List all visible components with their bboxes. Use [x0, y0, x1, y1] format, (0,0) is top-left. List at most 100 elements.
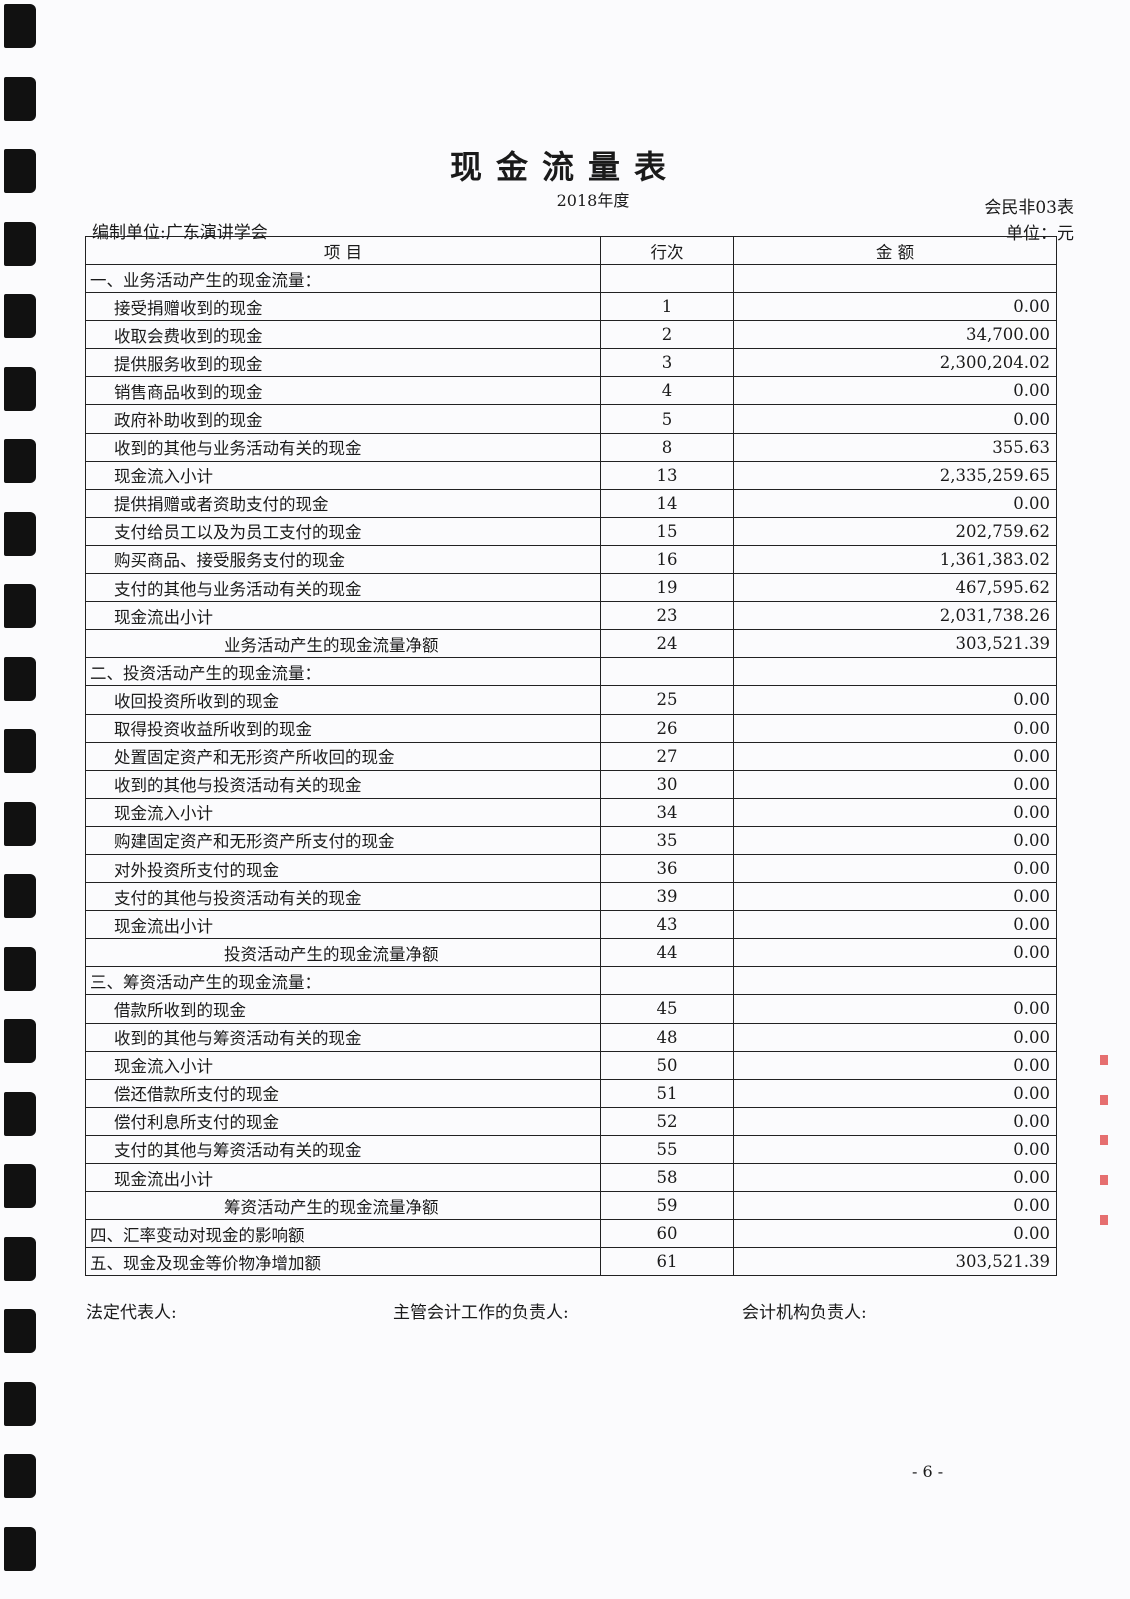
row-amount: 0.00 [733, 685, 1057, 715]
row-line: 25 [600, 685, 734, 715]
row-amount: 355.63 [733, 432, 1057, 462]
table-row: 收到的其他与筹资活动有关的现金 48 0.00 [85, 1022, 1057, 1052]
binding-ring [4, 4, 36, 48]
table-row: 四、汇率变动对现金的影响额 60 0.00 [85, 1219, 1057, 1249]
row-item: 收到的其他与业务活动有关的现金 [85, 432, 601, 462]
row-item: 提供捐赠或者资助支付的现金 [85, 488, 601, 518]
row-item: 收取会费收到的现金 [85, 320, 601, 350]
row-line: 24 [600, 629, 734, 659]
row-item: 投资活动产生的现金流量净额 [85, 938, 601, 968]
page-title: 现金流量表 [449, 148, 680, 186]
table-row: 支付的其他与业务活动有关的现金 19 467,595.62 [85, 573, 1057, 603]
row-item: 偿付利息所支付的现金 [85, 1106, 601, 1136]
row-line: 35 [600, 825, 734, 855]
row-line: 30 [600, 769, 734, 799]
table-row: 现金流入小计 50 0.00 [85, 1050, 1057, 1080]
row-amount: 0.00 [733, 1078, 1057, 1108]
row-line: 8 [600, 432, 734, 462]
row-amount [733, 263, 1057, 294]
binding-ring [4, 656, 36, 701]
row-amount: 0.00 [733, 853, 1057, 884]
row-amount: 2,300,204.02 [733, 348, 1057, 378]
binding-ring [4, 1309, 36, 1353]
row-amount: 303,521.39 [733, 1247, 1057, 1277]
col-item: 项 目 [85, 236, 601, 265]
spiral-binding [0, 0, 40, 1599]
row-item: 对外投资所支付的现金 [85, 853, 601, 884]
row-item: 支付的其他与投资活动有关的现金 [85, 882, 601, 912]
row-amount: 0.00 [733, 376, 1057, 406]
row-item: 业务活动产生的现金流量净额 [85, 629, 601, 659]
binding-ring [4, 149, 36, 193]
table-row: 二、投资活动产生的现金流量： [85, 657, 1057, 687]
binding-ring [4, 801, 36, 846]
row-amount: 0.00 [733, 1191, 1057, 1221]
row-item: 现金流入小计 [85, 1050, 601, 1080]
row-amount [733, 657, 1057, 687]
binding-ring [4, 1454, 36, 1498]
row-amount: 0.00 [733, 1162, 1057, 1193]
row-line: 1 [600, 292, 734, 322]
binding-ring [4, 1091, 36, 1136]
table-row: 借款所收到的现金 45 0.00 [85, 994, 1057, 1024]
row-line: 14 [600, 488, 734, 518]
accounting-head: 主管会计工作的负责人: [393, 1303, 569, 1323]
row-item: 借款所收到的现金 [85, 994, 601, 1024]
table-row: 现金流出小计 43 0.00 [85, 910, 1057, 940]
row-item: 收到的其他与投资活动有关的现金 [85, 769, 601, 799]
row-amount: 0.00 [733, 1219, 1057, 1249]
table-row: 提供服务收到的现金 3 2,300,204.02 [85, 348, 1057, 378]
row-line [600, 657, 734, 687]
row-line: 50 [600, 1050, 734, 1080]
binding-ring [4, 221, 36, 266]
row-line: 43 [600, 910, 734, 940]
row-amount: 0.00 [733, 797, 1057, 827]
binding-ring [4, 294, 36, 338]
row-amount: 202,759.62 [733, 516, 1057, 546]
row-amount: 303,521.39 [733, 629, 1057, 659]
table-row: 偿还借款所支付的现金 51 0.00 [85, 1078, 1057, 1108]
row-item: 接受捐赠收到的现金 [85, 292, 601, 322]
table-row: 现金流入小计 34 0.00 [85, 797, 1057, 827]
row-line: 48 [600, 1022, 734, 1052]
binding-ring [4, 1526, 36, 1571]
row-amount: 0.00 [733, 769, 1057, 799]
row-item: 现金流出小计 [85, 910, 601, 940]
row-item: 二、投资活动产生的现金流量： [85, 657, 601, 687]
row-line: 52 [600, 1106, 734, 1136]
row-item: 现金流出小计 [85, 1162, 601, 1193]
row-amount: 34,700.00 [733, 320, 1057, 350]
table-row: 接受捐赠收到的现金 1 0.00 [85, 292, 1057, 322]
binding-ring [4, 729, 36, 773]
row-line: 51 [600, 1078, 734, 1108]
row-amount: 0.00 [733, 910, 1057, 940]
table-row: 业务活动产生的现金流量净额 24 303,521.39 [85, 629, 1057, 659]
binding-ring [4, 1164, 36, 1208]
page-number: - 6 - [912, 1462, 944, 1481]
table-row: 现金流出小计 23 2,031,738.26 [85, 601, 1057, 631]
row-amount: 0.00 [733, 488, 1057, 518]
table-row: 偿付利息所支付的现金 52 0.00 [85, 1106, 1057, 1136]
row-item: 支付的其他与筹资活动有关的现金 [85, 1134, 601, 1165]
row-item: 三、筹资活动产生的现金流量： [85, 966, 601, 996]
row-line: 3 [600, 348, 734, 378]
row-amount: 0.00 [733, 741, 1057, 771]
row-item: 筹资活动产生的现金流量净额 [85, 1191, 601, 1221]
row-item: 收回投资所收到的现金 [85, 685, 601, 715]
row-amount: 467,595.62 [733, 573, 1057, 603]
binding-ring [4, 584, 36, 628]
table-row: 筹资活动产生的现金流量净额 59 0.00 [85, 1191, 1057, 1221]
table-row: 销售商品收到的现金 4 0.00 [85, 376, 1057, 406]
row-item: 取得投资收益所收到的现金 [85, 713, 601, 743]
table-row: 支付的其他与筹资活动有关的现金 55 0.00 [85, 1134, 1057, 1165]
row-line: 60 [600, 1219, 734, 1249]
table-row: 取得投资收益所收到的现金 26 0.00 [85, 713, 1057, 743]
row-line: 23 [600, 601, 734, 631]
row-item: 销售商品收到的现金 [85, 376, 601, 406]
row-amount: 0.00 [733, 1134, 1057, 1165]
row-line: 15 [600, 516, 734, 546]
table-row: 支付的其他与投资活动有关的现金 39 0.00 [85, 882, 1057, 912]
row-line: 34 [600, 797, 734, 827]
row-amount: 0.00 [733, 1050, 1057, 1080]
row-line: 19 [600, 573, 734, 603]
